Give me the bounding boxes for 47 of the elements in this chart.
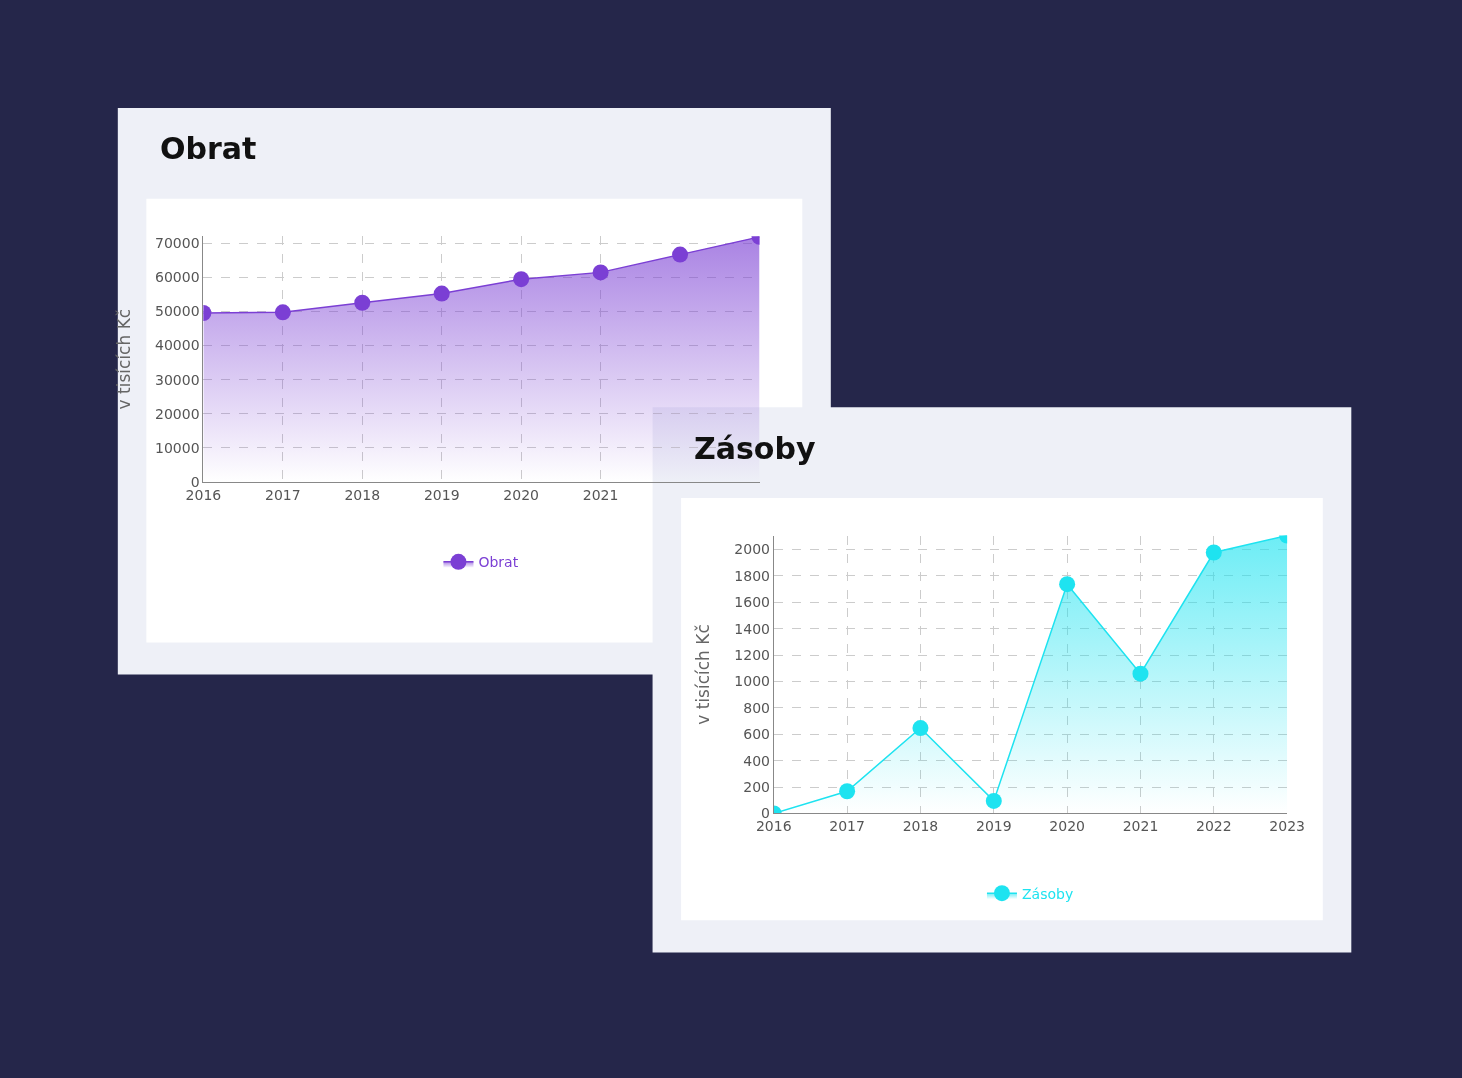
x-tick-label: 2021 [1122, 818, 1159, 835]
y-tick-label: 600 [743, 726, 770, 743]
x-tick-label: 2017 [829, 818, 865, 835]
x-tick-label: 2018 [344, 486, 381, 503]
y-tick-label: 40000 [155, 337, 200, 354]
legend-label: Zásoby [1021, 885, 1074, 902]
y-tick-label: 2000 [734, 541, 770, 558]
y-tick-label: 10000 [155, 439, 200, 456]
x-tick-label: 2022 [1195, 818, 1232, 835]
x-tick-label: 2023 [1269, 818, 1305, 835]
y-axis-title: v tisících Kč [692, 624, 713, 725]
y-tick-label: 200 [743, 778, 770, 795]
y-tick-label: 20000 [155, 405, 200, 422]
point [672, 246, 689, 263]
x-tick-label: 2020 [1049, 818, 1085, 835]
point [274, 304, 291, 321]
y-tick-label: 60000 [155, 269, 200, 286]
y-axis-title: v tisících Kč [113, 308, 134, 410]
y-tick-label: 1400 [734, 620, 770, 637]
x-tick-label: 2019 [975, 818, 1012, 835]
y-tick-label: 50000 [155, 303, 200, 320]
legend-label: Obrat [478, 554, 519, 571]
y-tick-label: 1800 [734, 567, 770, 584]
y-tick-label: 1000 [734, 673, 770, 690]
chart-title: Obrat [160, 131, 257, 166]
y-tick-label: 400 [743, 752, 770, 769]
point [839, 783, 856, 800]
x-tick-label: 2017 [265, 486, 301, 503]
x-tick-label: 2021 [582, 486, 619, 503]
point [985, 792, 1002, 809]
point [1132, 665, 1149, 682]
y-tick-label: 70000 [155, 234, 200, 251]
x-tick-label: 2018 [902, 818, 939, 835]
y-tick-label: 30000 [155, 371, 200, 388]
point [912, 720, 929, 737]
chart-title: Zásoby [694, 431, 816, 466]
y-tick-label: 1600 [734, 594, 770, 611]
point [354, 294, 371, 311]
point [1059, 576, 1076, 593]
point [592, 264, 609, 281]
y-tick-label: 800 [743, 699, 770, 716]
x-tick-label: 2019 [423, 486, 460, 503]
x-tick-label: 2020 [503, 486, 539, 503]
point [433, 285, 450, 302]
y-tick-label: 1200 [734, 646, 770, 663]
point [1205, 544, 1222, 561]
point [513, 271, 530, 288]
